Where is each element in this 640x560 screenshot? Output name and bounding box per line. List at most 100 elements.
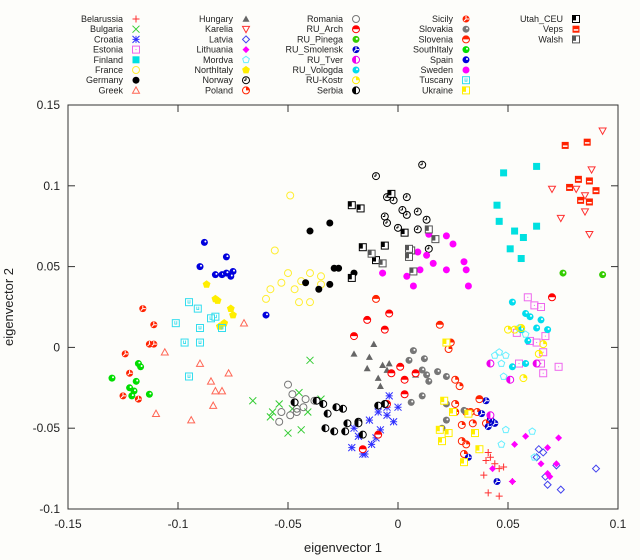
data-point	[379, 361, 387, 368]
series-walsh	[367, 225, 440, 276]
y-tick-label: 0.05	[37, 260, 61, 274]
data-point	[517, 324, 526, 333]
data-point	[160, 347, 170, 356]
data-point	[374, 408, 383, 416]
data-point	[396, 362, 405, 371]
legend-label: SouthItaly	[413, 45, 454, 55]
legend-label: Hungary	[199, 14, 234, 24]
data-point	[493, 478, 501, 486]
data-point	[420, 355, 428, 363]
legend-marker	[132, 35, 140, 44]
y-tick-label: 0.15	[37, 98, 61, 112]
legend-item: NorthItaly	[194, 65, 250, 75]
data-point	[270, 246, 279, 255]
data-point	[539, 340, 548, 349]
legend-marker	[572, 15, 580, 23]
data-point	[491, 460, 499, 468]
data-point	[442, 232, 450, 240]
data-point	[132, 377, 140, 385]
series-lithuania	[489, 432, 563, 486]
data-point	[480, 471, 488, 479]
data-point	[248, 396, 257, 405]
legend-marker	[242, 15, 250, 22]
data-point	[462, 266, 470, 274]
data-point	[489, 465, 497, 473]
data-point	[385, 360, 393, 367]
series-sweden	[379, 230, 472, 290]
data-point	[297, 425, 306, 434]
data-point	[547, 185, 557, 194]
legend-marker	[352, 66, 360, 74]
data-point	[121, 350, 129, 358]
data-point	[457, 420, 466, 429]
data-point	[510, 325, 519, 334]
legend-item: RU-Kostr	[306, 75, 360, 85]
legend-item: Slovakia	[419, 24, 470, 34]
series-mordva	[490, 323, 539, 461]
data-point	[506, 245, 514, 253]
data-point	[394, 403, 402, 412]
legend-marker	[352, 76, 360, 85]
data-point	[145, 390, 153, 398]
data-point	[486, 453, 494, 461]
data-point	[442, 266, 450, 274]
legend-item: Karelia	[205, 24, 251, 34]
data-point	[484, 423, 492, 431]
data-point	[460, 458, 468, 467]
legend-label: Latvia	[209, 34, 233, 44]
data-point	[317, 272, 325, 281]
legend-item: Sicily	[432, 14, 470, 24]
data-point	[451, 375, 460, 384]
data-point	[484, 489, 492, 497]
data-point	[411, 369, 420, 378]
legend-label: RU-Kostr	[306, 75, 343, 85]
data-point	[539, 369, 548, 378]
data-point	[449, 408, 457, 417]
legend-label: Walsh	[538, 34, 563, 44]
series-sicily	[119, 305, 158, 403]
legend-label: Spain	[430, 55, 453, 65]
y-tick-label: 0	[53, 340, 60, 354]
data-point	[306, 269, 314, 278]
data-point	[207, 314, 215, 323]
data-point	[413, 225, 422, 234]
data-point	[500, 169, 508, 177]
legend-item: Serbia	[317, 85, 360, 95]
data-point	[508, 363, 516, 371]
data-point	[592, 187, 600, 195]
series-ru-pinega	[559, 269, 607, 279]
data-point	[227, 272, 235, 280]
data-point	[196, 324, 204, 333]
legend-label: Greek	[98, 85, 123, 95]
legend-item: Croatia	[94, 34, 140, 44]
data-point	[385, 309, 394, 318]
y-tick-label: -0.1	[39, 502, 60, 516]
data-point	[301, 395, 310, 404]
data-point	[196, 263, 204, 271]
data-point	[548, 293, 556, 302]
data-point	[185, 298, 193, 307]
data-point	[302, 279, 310, 287]
legend-label: Mordva	[203, 55, 233, 65]
data-point	[358, 450, 367, 458]
data-point	[268, 408, 277, 416]
data-point	[292, 408, 301, 417]
data-point	[185, 372, 193, 381]
data-point	[519, 234, 527, 242]
data-point	[508, 478, 516, 486]
data-point	[335, 264, 343, 272]
data-point	[350, 350, 358, 357]
legend-item: Lithuania	[196, 45, 250, 55]
data-point	[284, 429, 292, 437]
series-latvia	[532, 445, 601, 494]
data-point	[533, 162, 541, 170]
data-point	[380, 399, 389, 408]
legend-marker	[462, 46, 470, 54]
series-serbia	[290, 396, 389, 439]
data-point	[546, 473, 554, 481]
data-point	[418, 392, 426, 400]
data-point	[363, 315, 372, 324]
data-point	[354, 419, 363, 428]
data-point	[574, 175, 582, 183]
data-point	[422, 215, 431, 224]
